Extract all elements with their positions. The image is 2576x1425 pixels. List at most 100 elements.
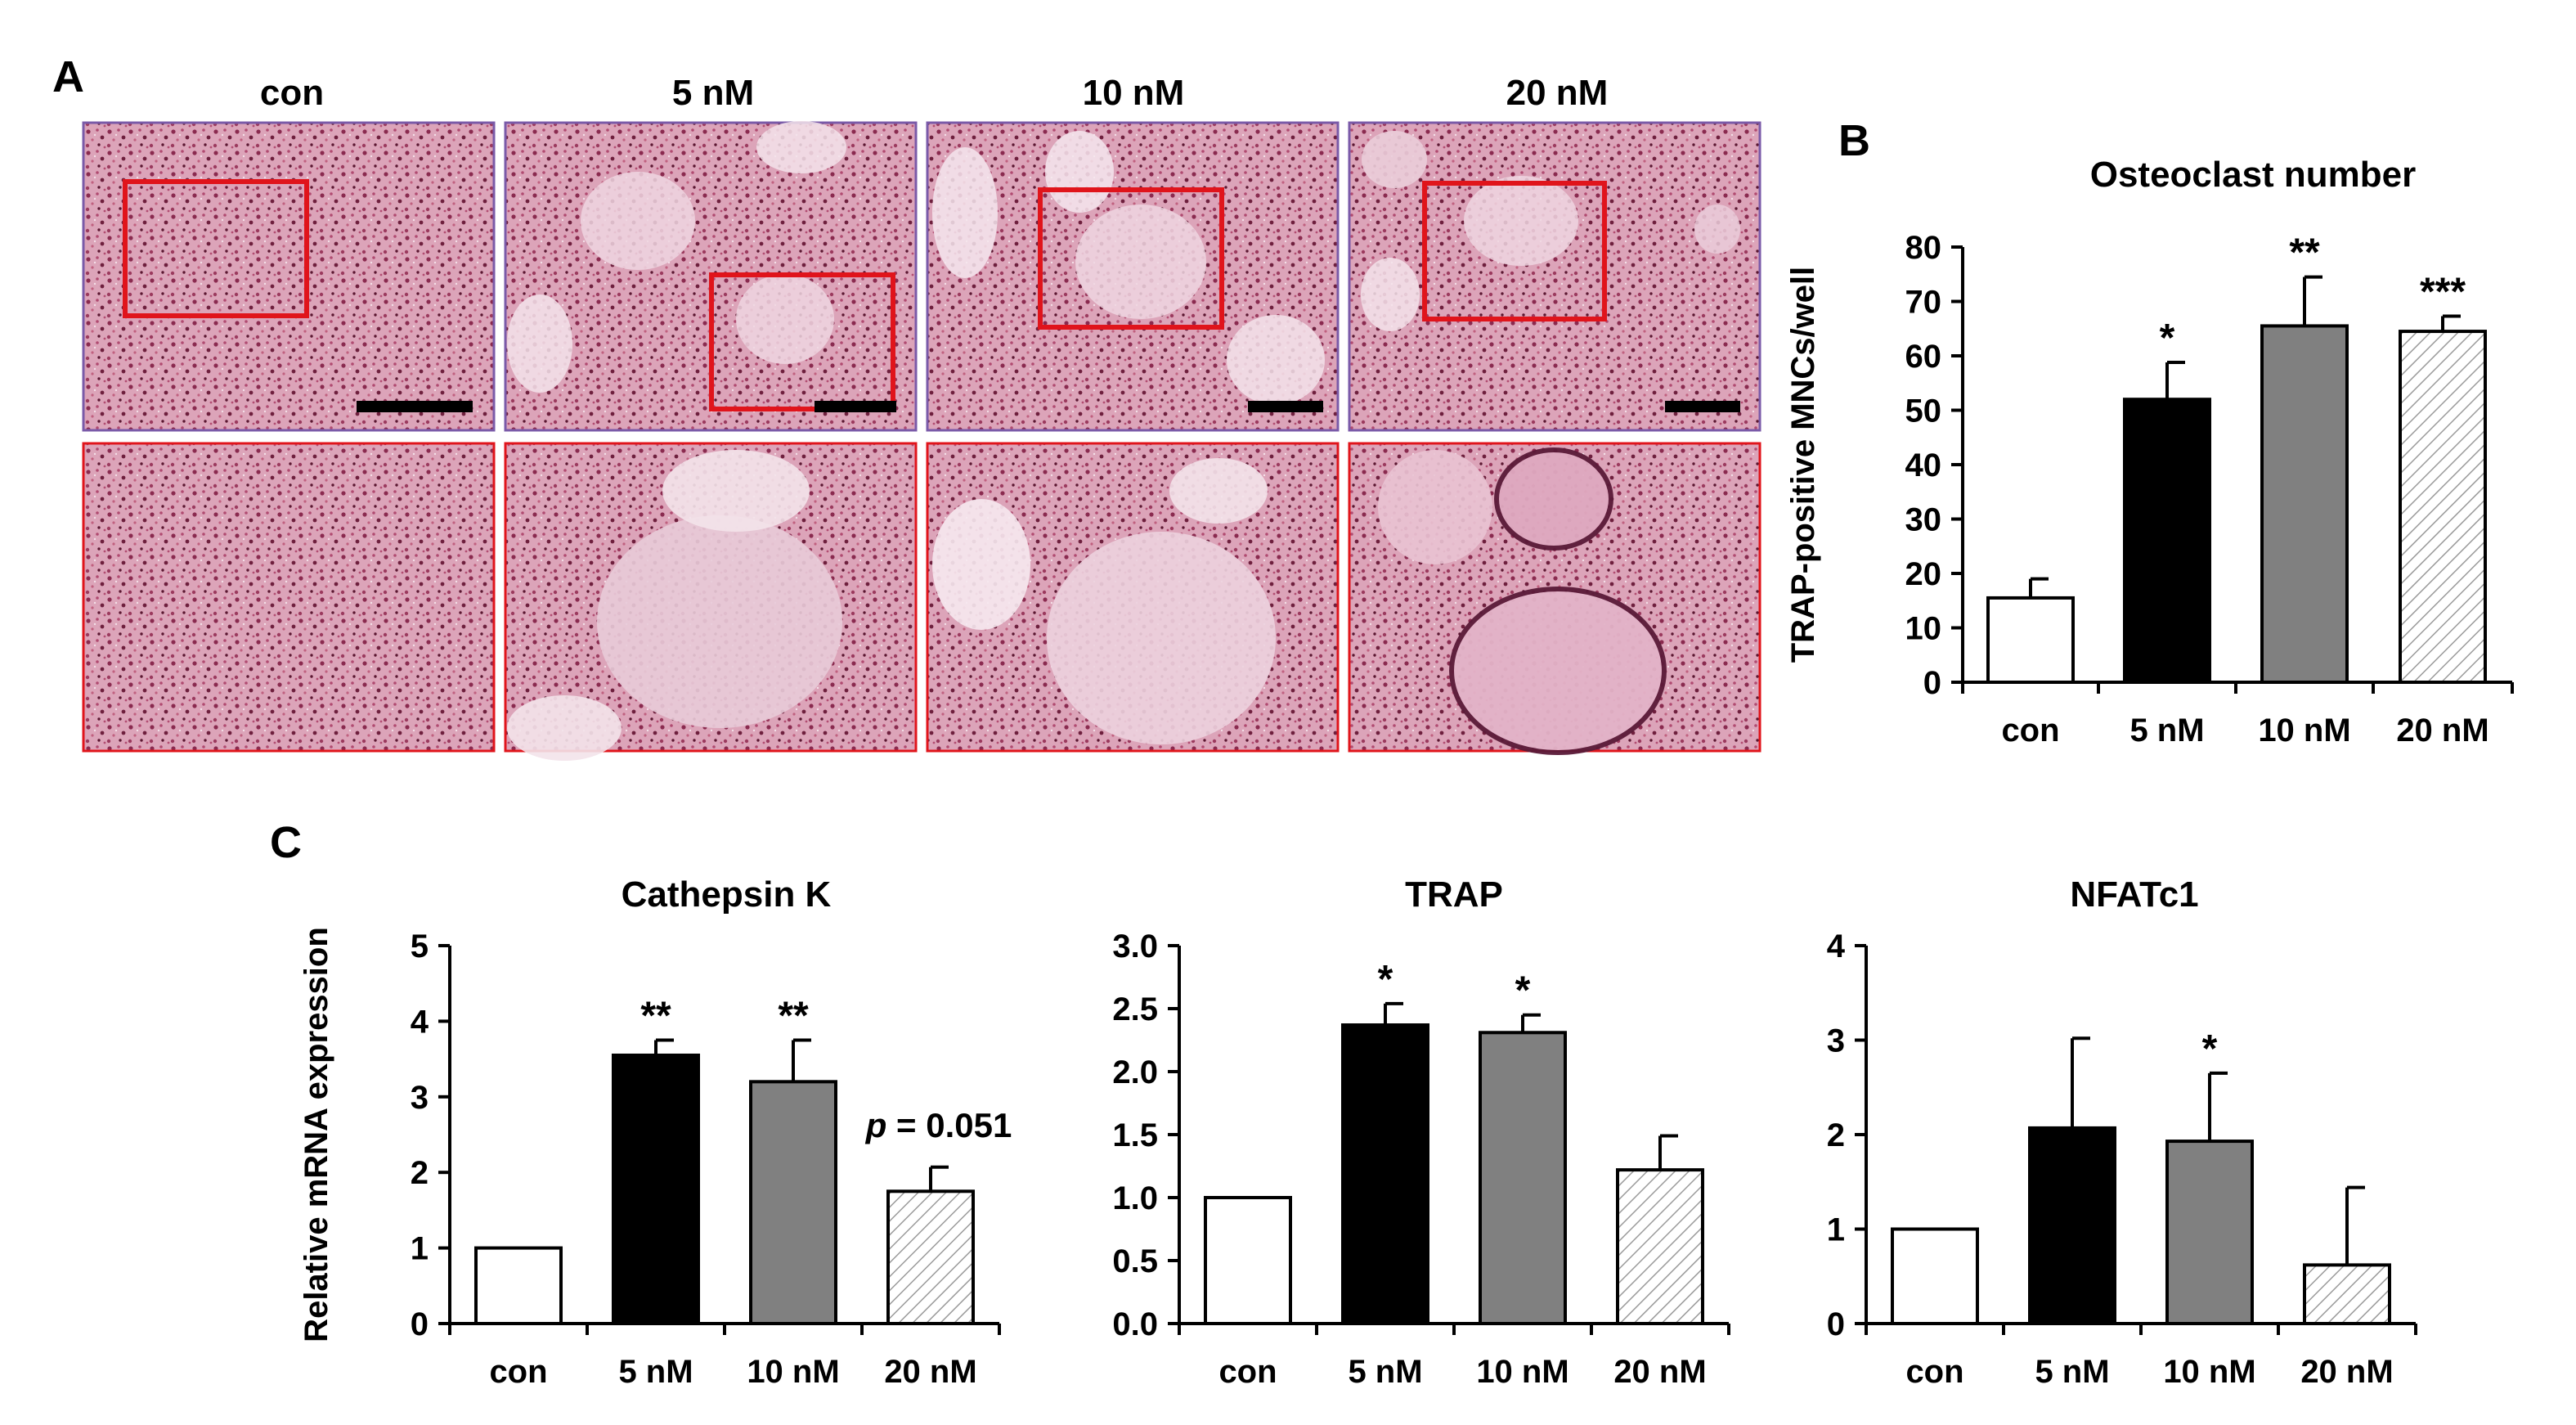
micrograph-20nm-zoom <box>1348 442 1761 755</box>
p-value-annotation: p = 0.051 <box>865 1106 1012 1144</box>
y-tick-label: 10 <box>1905 611 1942 647</box>
y-tick-label: 2.0 <box>1112 1054 1158 1090</box>
y-tick-label: 30 <box>1905 502 1942 538</box>
significance-marker: * <box>2160 317 2175 360</box>
x-tick-label: con <box>1218 1354 1277 1390</box>
y-tick-label: 40 <box>1905 447 1942 483</box>
y-tick-label: 2 <box>411 1155 429 1191</box>
column-label-20nm: 20 nM <box>1506 73 1609 113</box>
bar <box>1986 596 2075 684</box>
significance-marker: ** <box>640 995 671 1038</box>
x-tick-label: 20 nM <box>884 1354 976 1390</box>
y-tick-label: 0.0 <box>1112 1306 1158 1342</box>
panel-a-micrographs: con 5 nM 10 nM 20 nM <box>82 73 1761 761</box>
x-tick-label: con <box>1905 1354 1963 1390</box>
p-value: = 0.051 <box>886 1106 1012 1144</box>
zoom-box <box>1038 187 1224 330</box>
y-tick-label: 60 <box>1905 339 1942 375</box>
x-tick-label: 5 nM <box>2129 712 2204 748</box>
chart-cathepsin-k: Cathepsin K Relative mRNA expression 0 1 2 3 4… <box>298 874 1012 1390</box>
y-tick-label: 0.5 <box>1112 1243 1158 1279</box>
scale-bar <box>1665 401 1740 412</box>
y-tick-label: 4 <box>411 1004 429 1040</box>
y-tick-label: 3 <box>411 1080 429 1116</box>
y-tick-label: 4 <box>1827 928 1846 964</box>
y-tick-label: 1 <box>1827 1212 1845 1248</box>
bar <box>612 1053 700 1325</box>
x-tick-label: 10 nM <box>1476 1354 1568 1390</box>
panel-letter-a: A <box>52 52 84 101</box>
chart-nfatc1: NFATc1 0 1 2 3 4 con 5 nM * 10 nM 20 nM <box>1827 874 2417 1390</box>
significance-marker: * <box>2202 1027 2218 1071</box>
column-label-5nm: 5 nM <box>672 73 754 113</box>
y-tick-label: 0 <box>1827 1306 1845 1342</box>
chart-title: Cathepsin K <box>622 874 832 915</box>
x-tick-label: con <box>489 1354 547 1390</box>
y-tick-label: 2.5 <box>1112 991 1158 1027</box>
y-tick-label: 5 <box>411 928 429 964</box>
y-tick-label: 70 <box>1905 285 1942 321</box>
bar <box>2165 1140 2254 1325</box>
x-tick-label: 20 nM <box>2396 712 2488 748</box>
y-tick-label: 50 <box>1905 393 1942 429</box>
bar <box>1891 1227 1979 1325</box>
significance-marker: ** <box>2289 232 2320 275</box>
bar <box>2123 398 2211 684</box>
x-tick-label: 10 nM <box>747 1354 839 1390</box>
micrograph-5nm-zoom <box>504 442 918 761</box>
x-tick-label: con <box>2001 712 2059 748</box>
bar <box>1479 1031 1567 1325</box>
bar <box>2260 324 2349 684</box>
chart-title: Osteoclast number <box>2090 155 2417 195</box>
x-tick-label: 10 nM <box>2258 712 2350 748</box>
micrograph-con-low <box>82 121 496 432</box>
scale-bar <box>815 401 896 412</box>
micrograph-20nm-low <box>1348 121 1761 432</box>
y-tick-label: 3 <box>1827 1023 1845 1059</box>
column-label-10nm: 10 nM <box>1083 73 1185 113</box>
y-tick-label: 0 <box>411 1306 429 1342</box>
x-tick-label: 20 nM <box>1613 1354 1706 1390</box>
chart-title: TRAP <box>1405 874 1503 915</box>
y-tick-label: 3.0 <box>1112 928 1158 964</box>
significance-marker: * <box>1515 969 1531 1013</box>
y-tick-label: 20 <box>1905 556 1942 592</box>
p-symbol: p <box>865 1106 887 1144</box>
micrograph-10nm-low <box>926 121 1340 432</box>
y-axis-label: TRAP-positive MNCs/well <box>1785 267 1821 663</box>
bar <box>1341 1023 1429 1326</box>
x-tick-label: 5 nM <box>2035 1354 2109 1390</box>
zoom-box <box>123 179 309 318</box>
bar <box>886 1189 975 1326</box>
bar <box>749 1080 837 1325</box>
x-tick-label: 5 nM <box>1348 1354 1422 1390</box>
significance-marker: *** <box>2420 270 2466 313</box>
chart-title: NFATc1 <box>2070 874 2198 915</box>
y-tick-label: 1.0 <box>1112 1180 1158 1216</box>
zoom-box <box>1422 181 1607 321</box>
column-label-con: con <box>260 73 324 113</box>
zoom-box <box>709 272 895 411</box>
panel-letter-b: B <box>1838 116 1870 165</box>
bar <box>474 1246 563 1325</box>
bar <box>2303 1263 2391 1326</box>
bar <box>2028 1126 2116 1326</box>
y-axis-label: Relative mRNA expression <box>298 927 334 1342</box>
chart-osteoclast-number: Osteoclast number TRAP-positive MNCs/well… <box>1785 155 2514 748</box>
y-tick-label: 2 <box>1827 1117 1845 1153</box>
x-tick-label: 20 nM <box>2300 1354 2393 1390</box>
bar <box>2399 330 2487 684</box>
y-tick-label: 1 <box>411 1231 429 1267</box>
y-tick-label: 1.5 <box>1112 1117 1158 1153</box>
scale-bar <box>357 401 473 412</box>
scale-bar <box>1248 401 1323 412</box>
x-tick-label: 5 nM <box>618 1354 693 1390</box>
significance-marker: * <box>1378 958 1393 1001</box>
x-tick-label: 10 nM <box>2163 1354 2255 1390</box>
chart-trap: TRAP 0.0 0.5 1.0 1.5 2.0 2.5 3.0 con * 5 nM * 10 nM 2… <box>1112 874 1730 1390</box>
significance-marker: ** <box>778 995 809 1038</box>
bar <box>1616 1168 1704 1325</box>
micrograph-10nm-zoom <box>926 442 1340 753</box>
bar <box>1204 1196 1292 1325</box>
